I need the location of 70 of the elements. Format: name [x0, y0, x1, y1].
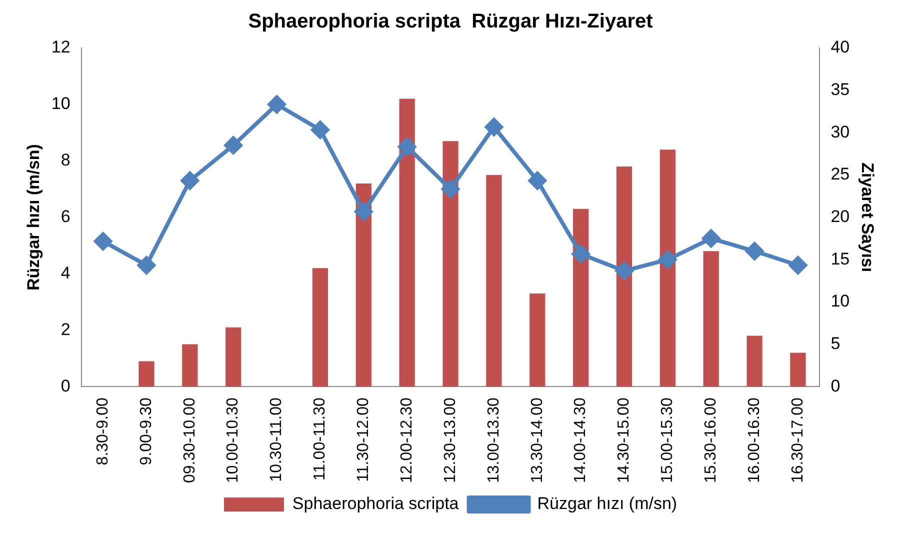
point [615, 262, 634, 280]
legend-label: Rüzgar hızı (m/sn) [537, 494, 678, 514]
y-axis-title: Rüzgar hızı (m/sn) [24, 144, 43, 290]
point [702, 229, 720, 248]
bar [138, 361, 154, 387]
x-tick-label: 10.30-11.00 [268, 397, 286, 482]
legend-label: Sphaerophoria scripta [292, 494, 460, 514]
y-tick-label: 12 [51, 38, 70, 57]
point [484, 118, 503, 136]
point [572, 244, 590, 263]
y-tick-label: 6 [60, 206, 70, 226]
y2-tick-label: 0 [830, 376, 840, 396]
bar [182, 344, 198, 387]
bar [399, 98, 415, 387]
point [94, 232, 112, 250]
point [528, 172, 546, 190]
x-tick-label: 13.00-13.30 [485, 397, 502, 483]
y2-tick-label: 30 [830, 122, 850, 142]
point [354, 202, 373, 221]
y2-tick-label: 20 [830, 206, 850, 226]
y2-tick-label: 25 [830, 164, 850, 184]
chart-title: Sphaerophoria scripta Rüzgar Hızı-Ziyaret [248, 10, 654, 33]
x-tick-label: 10.00-10.30 [224, 397, 242, 483]
x-tick-label: 14.00-14.30 [572, 397, 590, 483]
y-tick-label: 4 [60, 263, 70, 282]
point [658, 250, 677, 269]
point [788, 256, 807, 274]
x-tick-label: 11.30-12.00 [355, 397, 372, 482]
x-tick-label: 12.30-13.00 [442, 397, 459, 483]
bar [312, 268, 328, 387]
point [398, 138, 416, 156]
point [137, 256, 156, 274]
y2-tick-label: 10 [830, 292, 850, 311]
point [268, 95, 286, 114]
x-tick-label: 9.00-9.30 [138, 397, 155, 466]
y-tick-label: 0 [60, 376, 70, 396]
y-tick-label: 10 [51, 94, 70, 114]
x-tick-label: 16.30-17.00 [789, 397, 806, 483]
x-tick-label: 14.30-15.00 [616, 397, 633, 483]
y2-tick-label: 35 [830, 80, 850, 100]
bar [226, 327, 242, 387]
bar [486, 174, 502, 387]
y2-tick-label: 5 [830, 334, 840, 353]
y2-tick-label: 40 [830, 38, 850, 57]
bar [442, 141, 458, 387]
bar [530, 293, 546, 387]
x-tick-label: 12.00-12.30 [398, 397, 416, 483]
bar [660, 150, 676, 387]
point [224, 136, 242, 154]
bar [790, 352, 806, 387]
x-tick-label: 13.30-14.00 [528, 397, 546, 483]
x-tick-label: 16.00-16.30 [746, 397, 763, 483]
x-tick-label: 15.30-16.00 [702, 397, 720, 483]
x-tick-label: 8.30-9.00 [94, 397, 112, 466]
y-tick-label: 8 [60, 150, 70, 170]
point [442, 180, 460, 198]
bar [746, 336, 762, 387]
x-tick-label: 15.00-15.30 [659, 397, 676, 483]
x-tick-label: 09.30-10.00 [181, 397, 198, 483]
bar [356, 183, 372, 387]
bar [703, 251, 719, 387]
y-tick-label: 2 [60, 320, 70, 339]
bar [616, 166, 632, 387]
point [311, 120, 330, 139]
x-tick-label: 11.00-11.30 [312, 397, 329, 481]
bar [572, 208, 589, 387]
y2-tick-label: 15 [830, 249, 850, 268]
point [180, 172, 199, 190]
point [746, 242, 764, 260]
y2-axis-title: Ziyaret Sayısı [858, 162, 878, 272]
